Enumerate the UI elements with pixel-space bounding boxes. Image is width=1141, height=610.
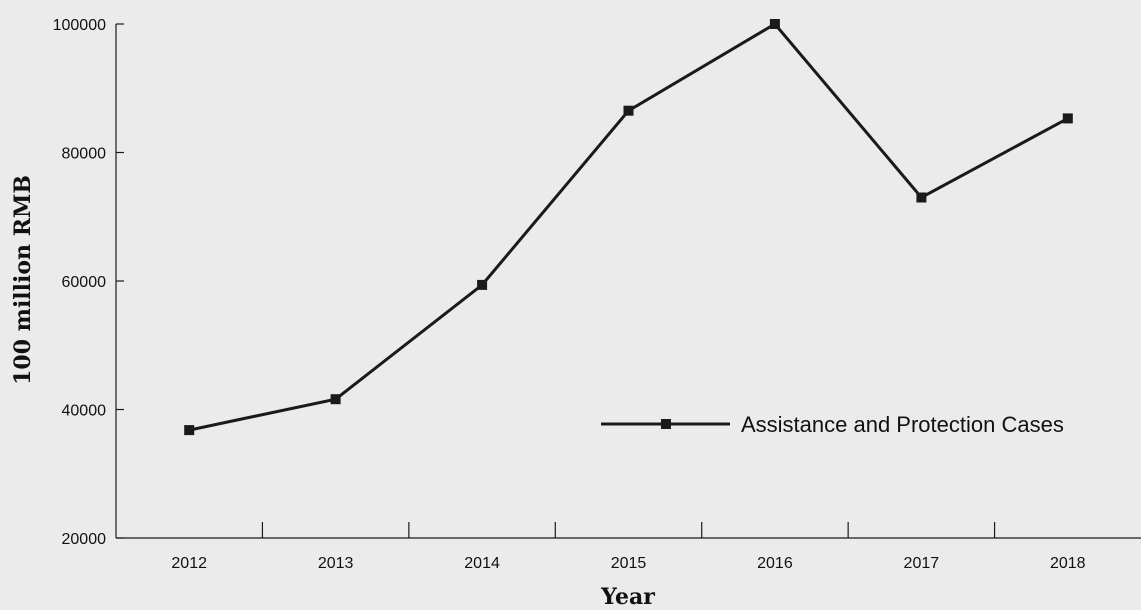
y-tick-label: 100000 — [53, 17, 106, 34]
data-point-marker — [1062, 113, 1073, 124]
x-tick-label: 2013 — [318, 555, 354, 572]
x-axis-ticks: 2012 2013 2014 2015 2016 2017 2018 — [171, 522, 1086, 572]
legend: Assistance and Protection Cases — [601, 412, 1064, 437]
axes — [115, 24, 1141, 539]
x-tick-label: 2015 — [611, 555, 647, 572]
legend-marker — [661, 419, 671, 429]
data-point-marker — [769, 19, 780, 29]
data-point-marker — [184, 425, 195, 436]
data-point-marker — [623, 105, 634, 116]
x-tick-label: 2017 — [904, 555, 940, 572]
x-axis-title: Year — [600, 584, 655, 610]
y-tick-label: 60000 — [62, 274, 107, 291]
series-line — [188, 22, 1069, 432]
x-tick-label: 2016 — [757, 555, 793, 572]
x-tick-label: 2014 — [464, 555, 500, 572]
y-axis-title: 100 million RMB — [10, 175, 36, 385]
y-tick-label: 20000 — [62, 531, 107, 548]
data-point-marker — [477, 279, 488, 290]
x-tick-label: 2018 — [1050, 555, 1086, 572]
data-point-marker — [916, 192, 927, 203]
y-axis-ticks: 20000 40000 60000 80000 100000 — [53, 17, 124, 548]
data-point-marker — [330, 394, 341, 405]
y-tick-label: 40000 — [62, 403, 107, 420]
series — [184, 19, 1073, 436]
y-tick-label: 80000 — [62, 146, 107, 163]
x-tick-label: 2012 — [171, 555, 207, 572]
legend-label: Assistance and Protection Cases — [741, 412, 1064, 437]
